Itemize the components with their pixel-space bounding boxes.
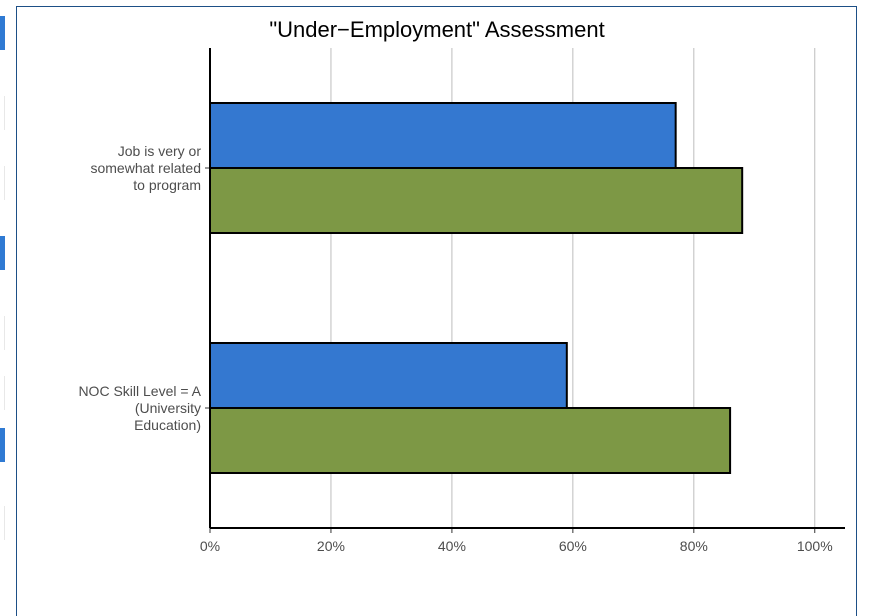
chart-axes — [205, 48, 845, 533]
chart-bars — [209, 102, 744, 474]
sidebar-divider — [0, 166, 5, 200]
sidebar-divider — [0, 96, 5, 130]
y-category-label: Job is very or somewhat related to program — [90, 143, 201, 193]
x-tick-label: 60% — [559, 538, 587, 554]
y-category-label: NOC Skill Level = A (University Education) — [78, 383, 201, 433]
sidebar-divider — [0, 376, 5, 410]
sidebar-tab-marker[interactable] — [0, 236, 5, 270]
chart-title: "Under−Employment" Assessment — [269, 17, 604, 42]
x-tick-label: 100% — [797, 538, 833, 554]
chart-labels: 0% 20% 40% 60% 80% 100% Job is very or somewhat… — [78, 143, 832, 554]
sidebar-divider — [0, 316, 5, 350]
bar — [209, 167, 744, 234]
bar — [209, 407, 732, 474]
x-tick-label: 0% — [200, 538, 220, 554]
sidebar-tab-marker[interactable] — [0, 16, 5, 50]
sidebar-divider — [0, 506, 5, 540]
sidebar-tab-marker[interactable] — [0, 428, 5, 462]
x-tick-label: 20% — [317, 538, 345, 554]
bar — [209, 102, 677, 169]
x-tick-label: 40% — [438, 538, 466, 554]
x-tick-label: 80% — [680, 538, 708, 554]
left-sidebar-strip — [0, 0, 16, 610]
bar — [209, 342, 568, 409]
